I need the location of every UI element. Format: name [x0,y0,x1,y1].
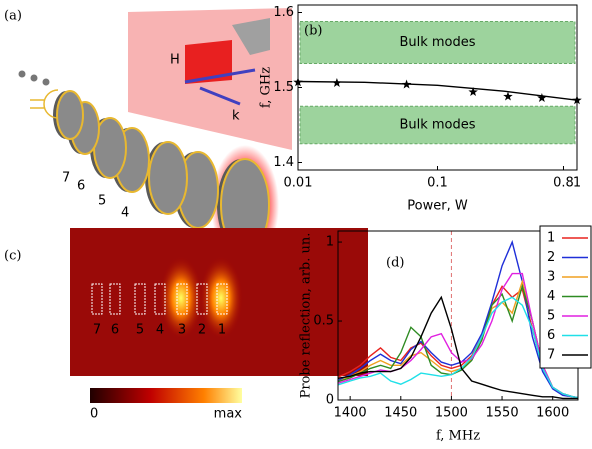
x-tick-label: 0.01 [284,176,313,191]
y-tick-label: 1.4 [273,155,294,170]
resonator-label: 5 [136,323,144,338]
legend-label: 6 [547,328,555,343]
disc-label: 7 [62,171,70,186]
series-line [298,82,577,101]
legend-label: 2 [547,250,555,265]
y-axis-label: f, GHz [259,67,274,108]
colorbar-max: max [214,407,243,422]
panel-label: (d) [386,256,404,271]
x-tick-label: 1600 [536,406,569,421]
resonator-label: 2 [198,323,206,338]
resonator-label: 1 [218,323,226,338]
x-axis-label: Power, W [407,199,468,214]
dot [31,75,38,82]
disc-label: 6 [77,179,85,194]
legend-label: 7 [547,348,555,363]
colorbar [90,388,242,403]
x-axis-label: f, MHz [436,429,480,444]
page: {"figure_a": {"panel_label": "(a)", "dis… [0,0,592,449]
x-tick-label: 0.1 [427,176,448,191]
resonator-label: 4 [156,323,164,338]
panel-label: (c) [4,249,21,264]
figure: (a) H k 1234567 (c) 7654321 0 max Bulk m… [0,0,592,449]
resonator-label: 6 [111,323,119,338]
disc [149,142,187,214]
band-label: Bulk modes [399,35,475,50]
y-tick-label: 1.6 [273,5,294,20]
star-marker [402,80,412,89]
panel-label: (a) [4,9,22,24]
y-tick-label: 1 [326,235,334,250]
x-tick-label: 1 [573,176,581,191]
star-marker [537,93,547,102]
x-tick-label: 1450 [384,406,417,421]
panel-label: (b) [304,24,322,39]
colorbar-min: 0 [90,407,98,422]
y-tick-label: 0.5 [313,314,334,329]
legend-label: 5 [547,309,555,324]
x-tick-label: 0.8 [553,176,574,191]
disc-label: 4 [121,206,129,221]
legend-label: 1 [547,231,555,246]
x-tick-label: 1500 [435,406,468,421]
k-label: k [232,109,240,124]
star-marker [503,92,513,101]
resonator-label: 3 [178,323,186,338]
dot [19,71,26,78]
h-label: H [170,53,180,68]
star-marker [332,78,342,87]
x-tick-label: 1550 [486,406,519,421]
resonator-label: 7 [93,323,101,338]
y-tick-label: 1.5 [273,80,294,95]
dot [43,79,50,86]
x-tick-label: 1400 [334,406,367,421]
disc [57,91,83,139]
y-axis-label: Probe reflection, arb. un. [299,233,314,399]
disc-label: 5 [98,194,106,209]
band-label: Bulk modes [399,118,475,133]
legend-label: 4 [547,289,555,304]
legend-label: 3 [547,270,555,285]
